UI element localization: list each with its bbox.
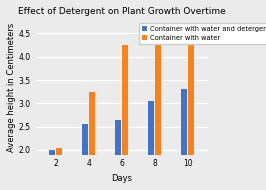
Bar	[82, 124, 88, 190]
Bar	[181, 89, 187, 190]
X-axis label: Days: Days	[111, 174, 132, 183]
Bar	[56, 148, 62, 190]
Bar	[89, 92, 95, 190]
Bar	[155, 31, 161, 190]
Y-axis label: Average height in Centimeters: Average height in Centimeters	[7, 22, 16, 152]
Bar	[188, 26, 194, 190]
Bar	[115, 120, 121, 190]
Bar	[122, 45, 128, 190]
Bar	[148, 101, 154, 190]
Title: Effect of Detergent on Plant Growth Overtime: Effect of Detergent on Plant Growth Over…	[18, 7, 226, 16]
Bar	[49, 150, 55, 190]
Legend: Container with water and detergent, Container with water: Container with water and detergent, Cont…	[139, 23, 266, 44]
